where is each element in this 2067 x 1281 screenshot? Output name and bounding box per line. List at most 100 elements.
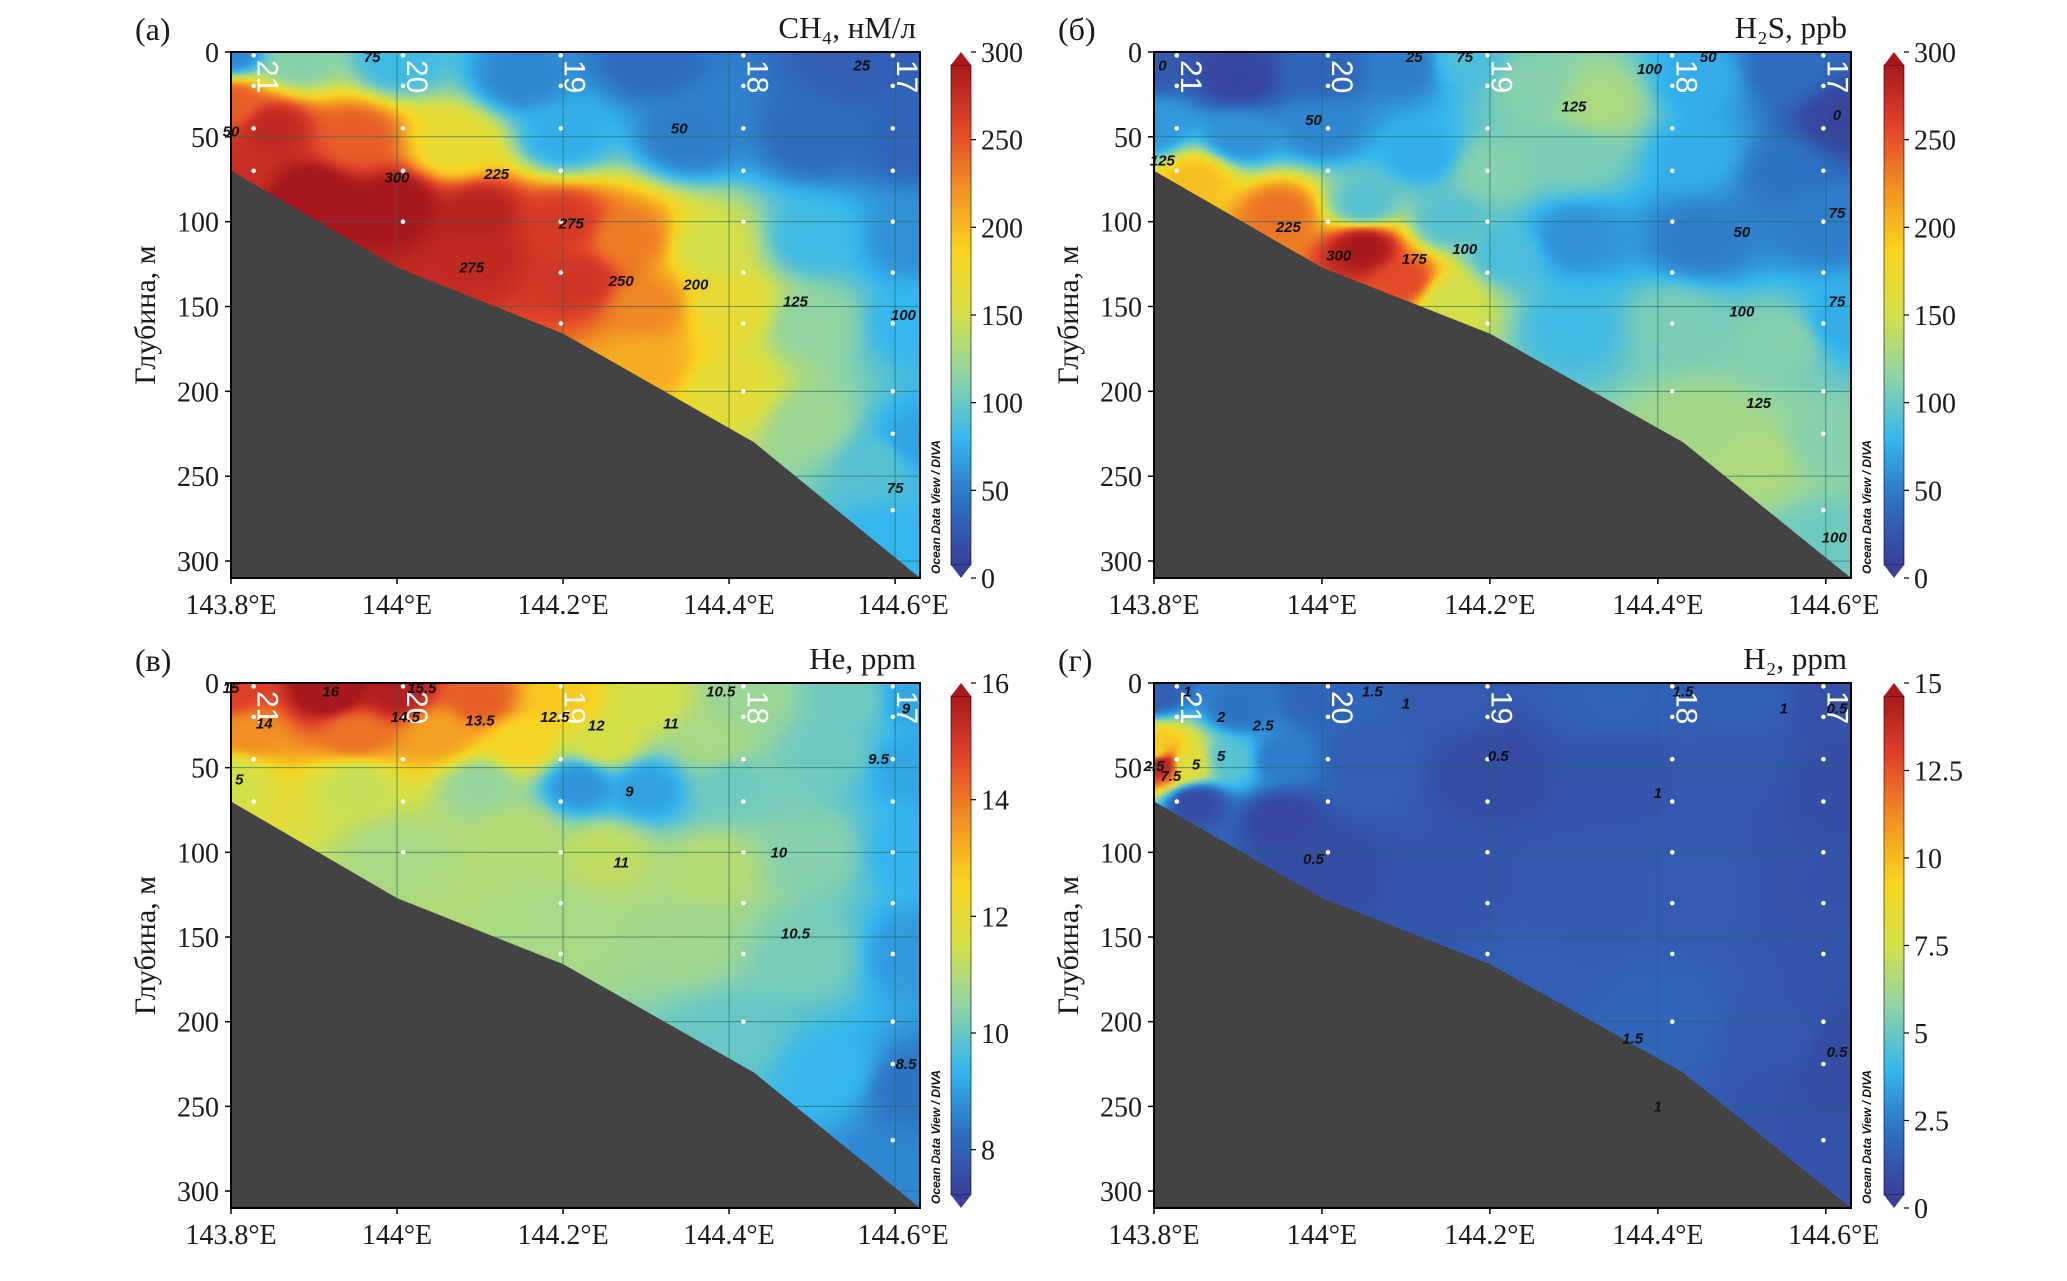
sample-dot (251, 756, 256, 762)
sample-dot (1174, 756, 1180, 762)
contour-label: 100 (1637, 61, 1663, 78)
y-tick-label: 100 (177, 208, 219, 239)
y-tick-label: 150 (177, 923, 219, 954)
sample-dot (558, 168, 564, 174)
x-tick-label: 144.4°E (683, 1220, 774, 1251)
y-tick-label: 50 (1114, 123, 1142, 154)
sample-dot (1821, 714, 1826, 720)
sample-dot (1485, 684, 1490, 689)
sample-dot (1325, 850, 1331, 855)
sample-dot (400, 684, 406, 689)
sample-dot (1485, 219, 1490, 224)
colorbar-cap-bottom (951, 1195, 971, 1208)
y-tick-label: 100 (1100, 208, 1142, 239)
y-tick-label: 0 (205, 669, 219, 700)
contour-label: 13.5 (465, 712, 495, 729)
x-tick-label: 144°E (362, 590, 432, 621)
x-tick-label: 143.8°E (1108, 590, 1199, 621)
sample-dot (1485, 756, 1490, 762)
sample-dot (741, 799, 746, 804)
station-label: 20 (1325, 691, 1358, 724)
colorbar-cap-top (1884, 683, 1904, 696)
station-label: 21 (1174, 691, 1207, 724)
panel-1: 21 20 19 18 17 75 25 50 50 300 225 275 275 250 200 125 1… (129, 10, 1023, 621)
x-tick-label: 144.4°E (683, 590, 774, 621)
sample-dot (558, 799, 564, 804)
sample-dot (1821, 321, 1826, 326)
sample-points (1174, 53, 1826, 513)
panel-letter: (а) (135, 11, 171, 47)
sample-points (251, 53, 896, 513)
colorbar-body (950, 64, 972, 566)
sample-dot (1669, 684, 1675, 689)
sample-dot (890, 431, 896, 437)
sample-dot (1485, 270, 1490, 275)
sample-dot (251, 83, 256, 89)
station-label: 19 (558, 691, 591, 724)
sample-dot (1174, 126, 1180, 131)
panel-letter: (в) (135, 642, 171, 678)
colorbar: 0 50 100 150 200 250 300 (1883, 38, 1956, 595)
seafloor-land (231, 801, 920, 1208)
panel-letter: (г) (1058, 642, 1092, 678)
odv-watermark: Ocean Data View / DIVA (929, 1070, 943, 1204)
contour-label: 75 (1456, 49, 1473, 66)
sample-dot (1821, 53, 1826, 58)
contour-label: 1.5 (1362, 683, 1384, 700)
sample-dot (1669, 83, 1675, 89)
contour-label: 250 (608, 273, 635, 290)
y-tick-label: 0 (1128, 669, 1142, 700)
y-tick-label: 150 (1100, 923, 1142, 954)
sample-dot (1174, 83, 1180, 89)
station-label: 21 (251, 60, 284, 93)
x-tick-label: 144.6°E (1788, 1220, 1879, 1251)
sample-dot (1821, 951, 1826, 957)
sample-dot (558, 53, 564, 58)
sample-dot (1669, 53, 1675, 58)
sample-dot (1485, 714, 1490, 720)
sample-dot (1325, 714, 1331, 720)
sample-dot (890, 900, 896, 906)
sample-dot (741, 53, 746, 58)
colorbar-tick-label: 50 (1914, 476, 1942, 507)
colorbar-cap-top (1884, 52, 1904, 65)
sample-dot (890, 684, 896, 689)
contour-label: 0 (1833, 107, 1842, 124)
sample-dot (1821, 507, 1826, 513)
sample-dot (1325, 684, 1331, 689)
x-tick-label: 144.2°E (517, 1220, 608, 1251)
sample-dot (741, 168, 746, 174)
colorbar-tick-label: 0 (1914, 564, 1928, 595)
contour-label: 1 (1654, 1098, 1662, 1115)
odv-watermark: Ocean Data View / DIVA (1860, 1070, 1874, 1204)
sample-dot (890, 321, 896, 326)
sample-dot (1174, 168, 1180, 174)
y-tick-label: 200 (1100, 377, 1142, 408)
station-label: 18 (1669, 691, 1702, 724)
contour-label: 5 (235, 772, 244, 789)
contour-label: 11 (613, 855, 629, 872)
sample-dot (741, 1019, 746, 1025)
sample-dot (251, 53, 256, 58)
colorbar-tick-label: 5 (1914, 1019, 1928, 1050)
sample-dot (400, 168, 406, 174)
sample-dot (1821, 219, 1826, 224)
contour-label: 25 (853, 58, 871, 75)
contour-label: 1 (1780, 700, 1788, 717)
colorbar: 8 10 12 14 16 (950, 669, 1009, 1208)
sample-dot (251, 684, 256, 689)
contour-label: 100 (1822, 529, 1848, 546)
contour-label: 9.5 (868, 751, 890, 768)
contour-label: 1 (1654, 785, 1662, 802)
colorbar-tick-label: 2.5 (1914, 1107, 1949, 1138)
colorbar-tick-label: 8 (981, 1136, 995, 1167)
y-tick-label: 250 (177, 1092, 219, 1123)
contour-label: 0.5 (1827, 1044, 1849, 1061)
colorbar-tick-label: 12 (981, 902, 1009, 933)
contour-label: 1 (1183, 683, 1191, 700)
sample-dot (1821, 756, 1826, 762)
plot-frame (230, 682, 921, 1209)
sample-dot (741, 714, 746, 720)
